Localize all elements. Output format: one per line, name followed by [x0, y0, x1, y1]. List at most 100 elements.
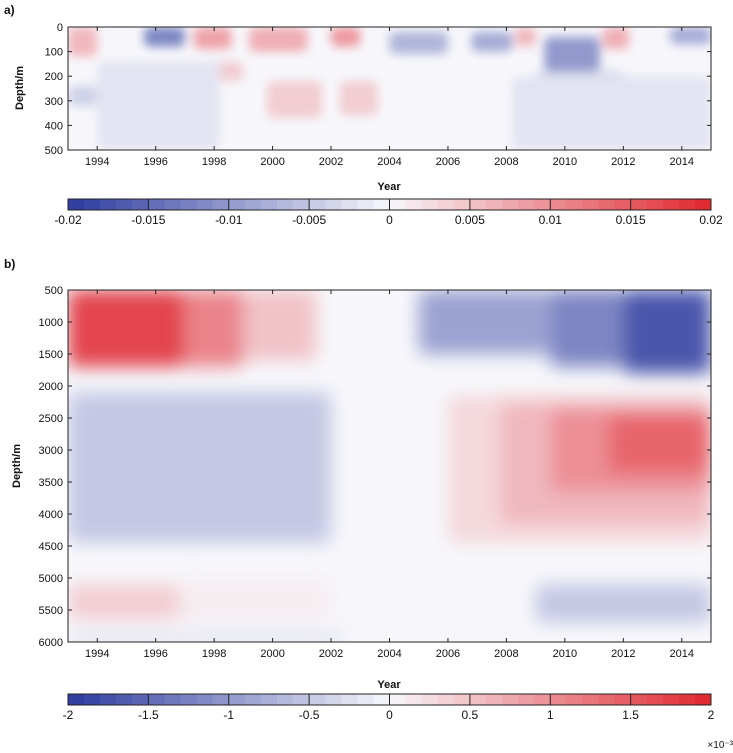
panel-a-colorbar-tick-label: -0.02 — [54, 213, 82, 227]
panel-a-colorbar-segment — [196, 199, 214, 210]
panel-a-anomaly-region-7 — [515, 27, 536, 47]
panel-b-colorbar-segment — [325, 694, 342, 705]
panel-b-contours — [68, 290, 711, 642]
panel-b-colorbar-tick-label: -2 — [63, 708, 74, 722]
panel-a-colorbar-segment — [502, 199, 519, 210]
panel-a-y-tick-label: 200 — [45, 71, 63, 83]
panel-b-y-tick-label: 500 — [45, 285, 63, 297]
panel-a-anomaly-region-0 — [68, 27, 98, 57]
panel-b-colorbar-segment — [598, 694, 616, 705]
panel-b-colorbar-tick-label: -1.5 — [138, 708, 159, 722]
panel-b-colorbar-segment — [469, 694, 487, 705]
panel-b-colorbar-segment — [84, 694, 101, 705]
panel-b-colorbar-segment — [293, 694, 310, 705]
panel-a-colorbar-segment — [646, 199, 664, 210]
panel-b-anomaly-region-5 — [623, 290, 711, 374]
panel-a-x-tick-label: 2012 — [611, 156, 635, 168]
panel-a-colorbar-segment — [598, 199, 616, 210]
panel-a-colorbar-segment — [260, 199, 278, 210]
panel-b-anomaly-region-0 — [68, 290, 185, 367]
panel-b-colorbar-tick-label: 0.5 — [462, 708, 479, 722]
panel-b-colorbar-segment — [582, 694, 599, 705]
panel-b-colorbar-tick-label: 1.5 — [622, 708, 639, 722]
panel-a-anomaly-region-14 — [68, 86, 98, 106]
panel-b-y-tick-label: 6000 — [39, 637, 63, 649]
panel-b-colorbar-segment — [260, 694, 278, 705]
panel-a-colorbar-segment — [550, 199, 567, 210]
panel-b-x-tick-label: 2014 — [670, 648, 694, 660]
panel-a-x-ticks: 1994 1996 1998 2000 2002 2004 2006 2008 2010 2012… — [85, 27, 694, 168]
panel-a-x-tick-label: 1994 — [85, 156, 109, 168]
panel-a-colorbar-segment — [244, 199, 262, 210]
panel-b-colorbar-multiplier: ×10⁻³ — [707, 740, 733, 751]
panel-a-colorbar-segment — [84, 199, 101, 210]
panel-b-y-tick-label: 1000 — [39, 317, 63, 329]
panel-a-colorbar-segment — [662, 199, 680, 210]
panel-a-anomaly-region-5 — [389, 31, 448, 55]
panel-a-anomaly-region-8 — [544, 36, 600, 72]
panel-b-colorbar-segment — [68, 694, 85, 705]
panel-b-xlabel: Year — [377, 679, 401, 691]
panel-b-label: b) — [4, 257, 15, 271]
panel-b-y-tick-label: 5500 — [39, 605, 63, 617]
panel-a-colorbar-segment — [148, 199, 165, 210]
panel-b-x-tick-label: 2008 — [494, 648, 518, 660]
panel-a-colorbar-segment — [582, 199, 599, 210]
panel-b-colorbar-segment — [196, 694, 214, 705]
panel-a-colorbar-segment — [116, 199, 133, 210]
panel-b-anomaly-region-8 — [68, 392, 332, 543]
panel-a-colorbar-tick-label: 0.02 — [699, 213, 723, 227]
panel-b-y-tick-label: 3500 — [39, 477, 63, 489]
panel-a-colorbar-segment — [164, 199, 182, 210]
panel-a-colorbar-segment — [293, 199, 310, 210]
panel-b-colorbar-segment — [485, 694, 503, 705]
panel-a-colorbar-segment — [566, 199, 583, 210]
panel-b-colorbar-segment — [421, 694, 439, 705]
panel-b-anomaly-region-12 — [608, 414, 711, 473]
panel-a-y-tick-label: 100 — [45, 47, 63, 59]
panel-b-ylabel: Depth/m — [11, 444, 23, 488]
panel-b-colorbar-segment — [453, 694, 471, 705]
panel-a-colorbar: -0.02 -0.015 -0.01 -0.005 0 0.005 0.01 0.015 0.0… — [54, 198, 723, 227]
panel-a-colorbar-segment — [405, 199, 423, 210]
panel-a-colorbar-tick-label: -0.005 — [292, 213, 326, 227]
panel-a-anomaly-region-6 — [471, 31, 513, 52]
panel-a-colorbar-segment — [132, 199, 149, 210]
panel-b-colorbar-segment — [646, 694, 664, 705]
panel-b-colorbar-segment — [630, 694, 648, 705]
panel-b-anomaly-region-16 — [68, 635, 346, 642]
panel-a-x-tick-label: 2000 — [260, 156, 284, 168]
panel-b-colorbar-segment — [100, 694, 117, 705]
panel-a-label: a) — [4, 3, 15, 17]
panel-b-y-tick-label: 5000 — [39, 573, 63, 585]
panel-a-x-tick-label: 2004 — [377, 156, 401, 168]
panel-a-colorbar-segment — [485, 199, 503, 210]
panel-b-colorbar-segment — [244, 694, 262, 705]
panel-a-x-tick-label: 2010 — [553, 156, 577, 168]
panel-b-colorbar-segment — [518, 694, 535, 705]
panel-a-xlabel: Year — [377, 181, 401, 193]
panel-b-x-tick-label: 1994 — [85, 648, 109, 660]
panel-a-x-tick-label: 1996 — [143, 156, 167, 168]
panel-b-colorbar-segment — [180, 694, 198, 705]
panel-a-colorbar-tick-label: 0.005 — [455, 213, 485, 227]
panel-b-colorbar-segment — [357, 694, 374, 705]
panel-a-y-tick-label: 300 — [45, 96, 63, 108]
panel-a-anomaly-region-4 — [331, 27, 361, 47]
panel-b-anomaly-region-4 — [550, 290, 624, 367]
panel-a-x-tick-label: 2008 — [494, 156, 518, 168]
panel-a-y-ticks: 0 100 200 300 400 500 — [45, 22, 711, 157]
panel-b-colorbar-segment — [132, 694, 149, 705]
panel-b-y-tick-label: 4000 — [39, 509, 63, 521]
panel-b-colorbar: -2 -1.5 -1 -0.5 0 0.5 1 1.5 2 — [63, 693, 715, 722]
panel-b-colorbar-segment — [694, 694, 712, 705]
panel-a-colorbar-segment — [678, 199, 696, 210]
panel-b-x-ticks: 1994 1996 1998 2000 2002 2004 2006 2008 2010 2012… — [85, 290, 694, 660]
panel-b-colorbar-segment — [309, 694, 326, 705]
panel-a-colorbar-segment — [421, 199, 439, 210]
panel-a-anomaly-region-9 — [602, 27, 630, 50]
panel-a-colorbar-segment — [357, 199, 374, 210]
panel-b-x-tick-label: 2006 — [436, 648, 460, 660]
panel-a-y-tick-label: 500 — [45, 145, 63, 157]
panel-b-x-tick-label: 2004 — [377, 648, 401, 660]
